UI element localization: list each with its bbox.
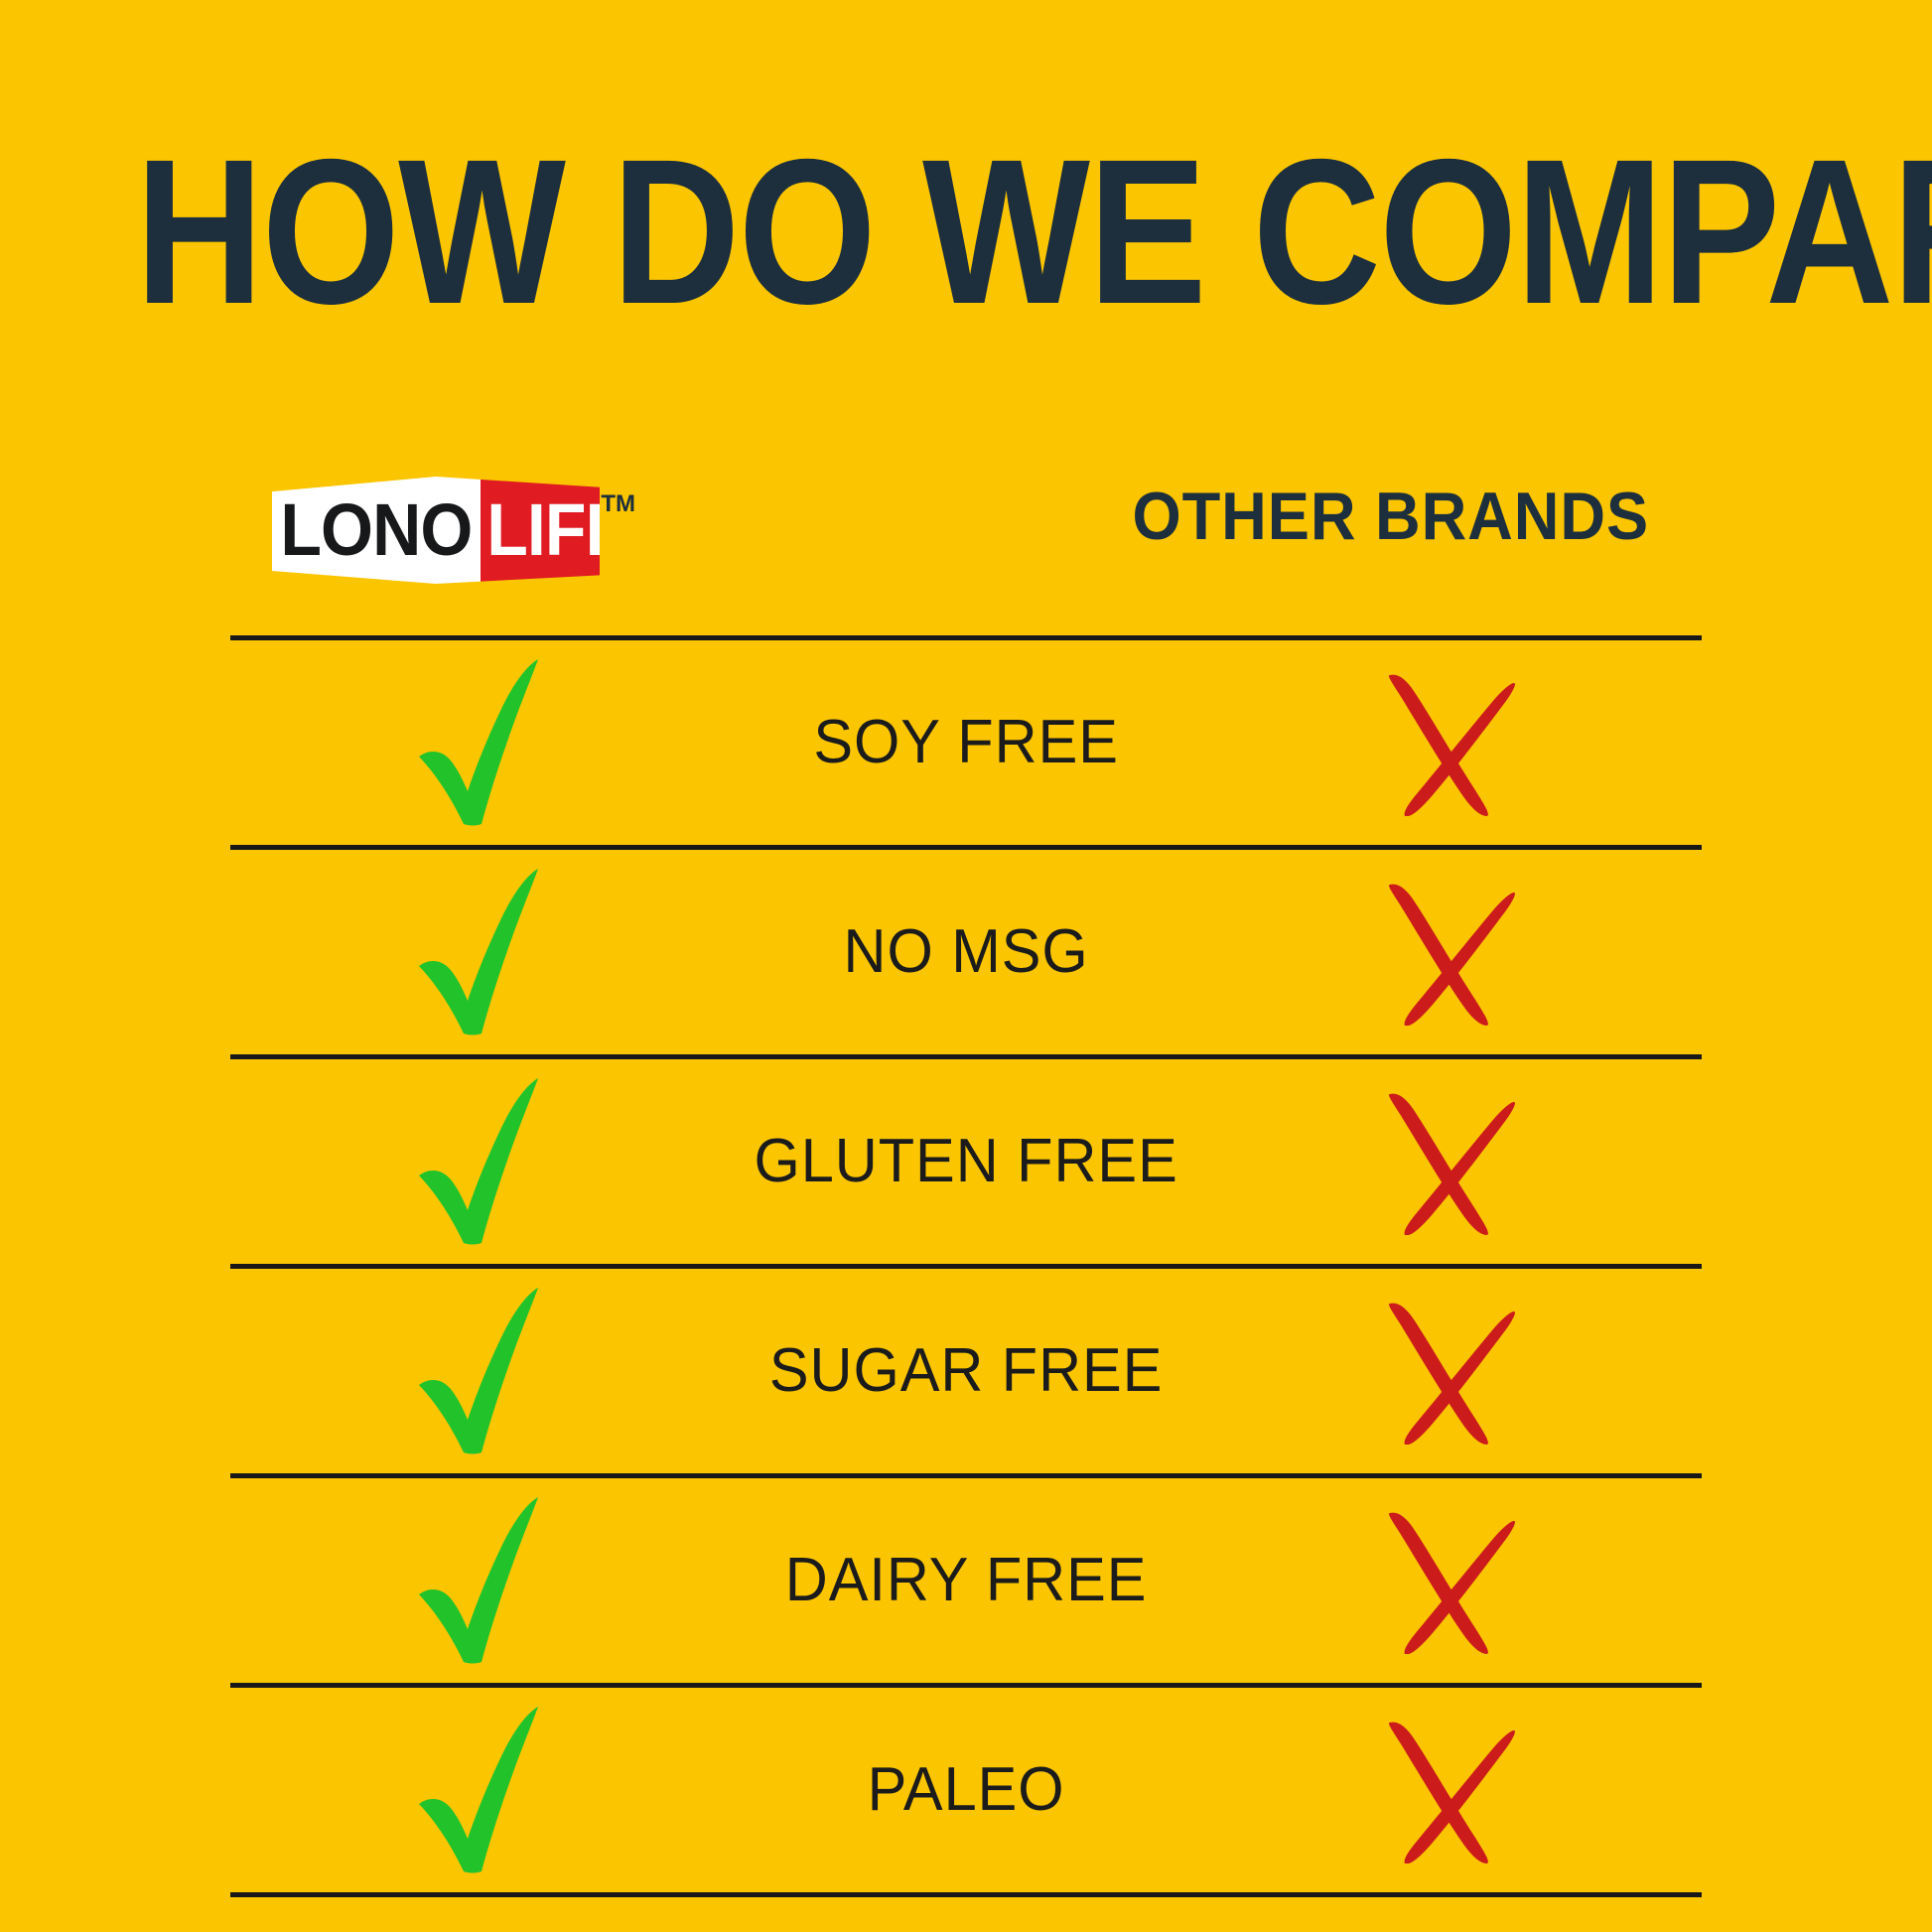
table-divider	[230, 845, 1702, 850]
table-row: SOY FREE	[230, 640, 1702, 845]
red-x-icon	[1389, 884, 1515, 1026]
cell-lonolife	[230, 1078, 731, 1245]
cell-feature-label: PALEO	[867, 1755, 1065, 1824]
table-row: GLUTEN FREE	[230, 1059, 1702, 1264]
logo-word-lono: LONO	[280, 488, 473, 571]
cell-other-brands	[1201, 1088, 1702, 1235]
page-title: HOW DO WE COMPARE?	[135, 117, 1932, 347]
cell-other-brands	[1201, 1507, 1702, 1654]
cell-feature-label: NO MSG	[843, 917, 1089, 986]
table-divider	[230, 635, 1702, 640]
cell-lonolife	[230, 1497, 731, 1664]
cell-lonolife	[230, 1707, 731, 1873]
cell-feature-label: DAIRY FREE	[784, 1546, 1148, 1614]
cell-other-brands	[1201, 1717, 1702, 1863]
logo-right-panel: LIFE	[480, 477, 629, 584]
red-x-icon	[1389, 1093, 1515, 1235]
table-divider	[230, 1683, 1702, 1688]
green-check-icon	[418, 1288, 538, 1454]
cell-other-brands	[1201, 669, 1702, 816]
table-divider	[230, 1264, 1702, 1269]
cell-feature-label: GLUTEN FREE	[754, 1127, 1178, 1195]
comparison-table: SOY FREE NO MSG GLUTEN FREE SUGAR FREE DAIRY…	[230, 635, 1702, 1897]
cell-feature-label: SOY FREE	[813, 708, 1119, 776]
table-header: LONO LIFE TM OTHER BRANDS	[230, 469, 1700, 608]
table-row: PALEO	[230, 1688, 1702, 1892]
table-divider	[230, 1892, 1702, 1897]
cell-lonolife	[230, 659, 731, 826]
cell-lonolife	[230, 1288, 731, 1454]
table-row: DAIRY FREE	[230, 1478, 1702, 1683]
column-header-other-brands: OTHER BRANDS	[1132, 479, 1650, 554]
red-x-icon	[1389, 674, 1515, 816]
red-x-icon	[1389, 1722, 1515, 1863]
green-check-icon	[418, 1078, 538, 1245]
table-row: NO MSG	[230, 850, 1702, 1054]
cell-feature-label: SUGAR FREE	[768, 1336, 1164, 1405]
lonolife-logo: LONO LIFE TM	[272, 477, 635, 584]
cell-lonolife	[230, 869, 731, 1035]
logo-left-panel: LONO	[272, 477, 481, 584]
cell-other-brands	[1201, 1298, 1702, 1445]
green-check-icon	[418, 869, 538, 1035]
table-row: SUGAR FREE	[230, 1269, 1702, 1473]
green-check-icon	[418, 1497, 538, 1664]
logo-word-life: LIFE	[486, 488, 629, 571]
cell-other-brands	[1201, 879, 1702, 1026]
trademark-symbol: TM	[601, 490, 635, 517]
table-divider	[230, 1473, 1702, 1478]
red-x-icon	[1389, 1512, 1515, 1654]
red-x-icon	[1389, 1303, 1515, 1445]
green-check-icon	[418, 659, 538, 826]
table-divider	[230, 1054, 1702, 1059]
logo-banner-shape: LONO LIFE	[272, 477, 600, 584]
green-check-icon	[418, 1707, 538, 1873]
